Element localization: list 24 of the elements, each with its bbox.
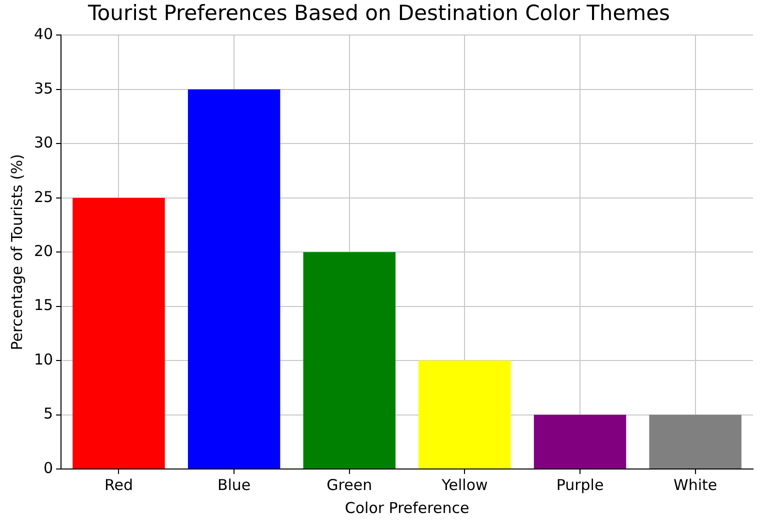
bar [188,89,280,468]
y-tick-label: 30 [34,134,54,152]
x-tick-label: Blue [217,476,251,494]
bar [649,414,742,468]
y-tick-label: 25 [34,188,54,206]
y-tick-label: 40 [34,25,54,44]
y-tick-label: 10 [34,350,54,368]
y-tick-label: 15 [34,296,54,314]
x-axis-title: Color Preference [344,498,470,517]
x-tick-label: Yellow [440,476,488,494]
y-tick-label: 0 [44,458,54,477]
chart-title: Tourist Preferences Based on Destination Color Themes [87,1,670,26]
x-tick-label: White [674,476,718,494]
y-tick-label: 20 [34,242,54,260]
y-tick-label: 5 [44,404,54,423]
x-tick-label: Green [326,476,372,494]
bar [303,252,396,468]
bar [418,360,511,468]
x-tick-label: Red [104,476,133,494]
y-axis-title: Percentage of Tourists (%) [8,154,26,350]
bar [534,414,626,468]
bar [72,198,165,468]
y-tick-label: 35 [34,79,54,98]
x-tick-label: Purple [556,476,604,494]
